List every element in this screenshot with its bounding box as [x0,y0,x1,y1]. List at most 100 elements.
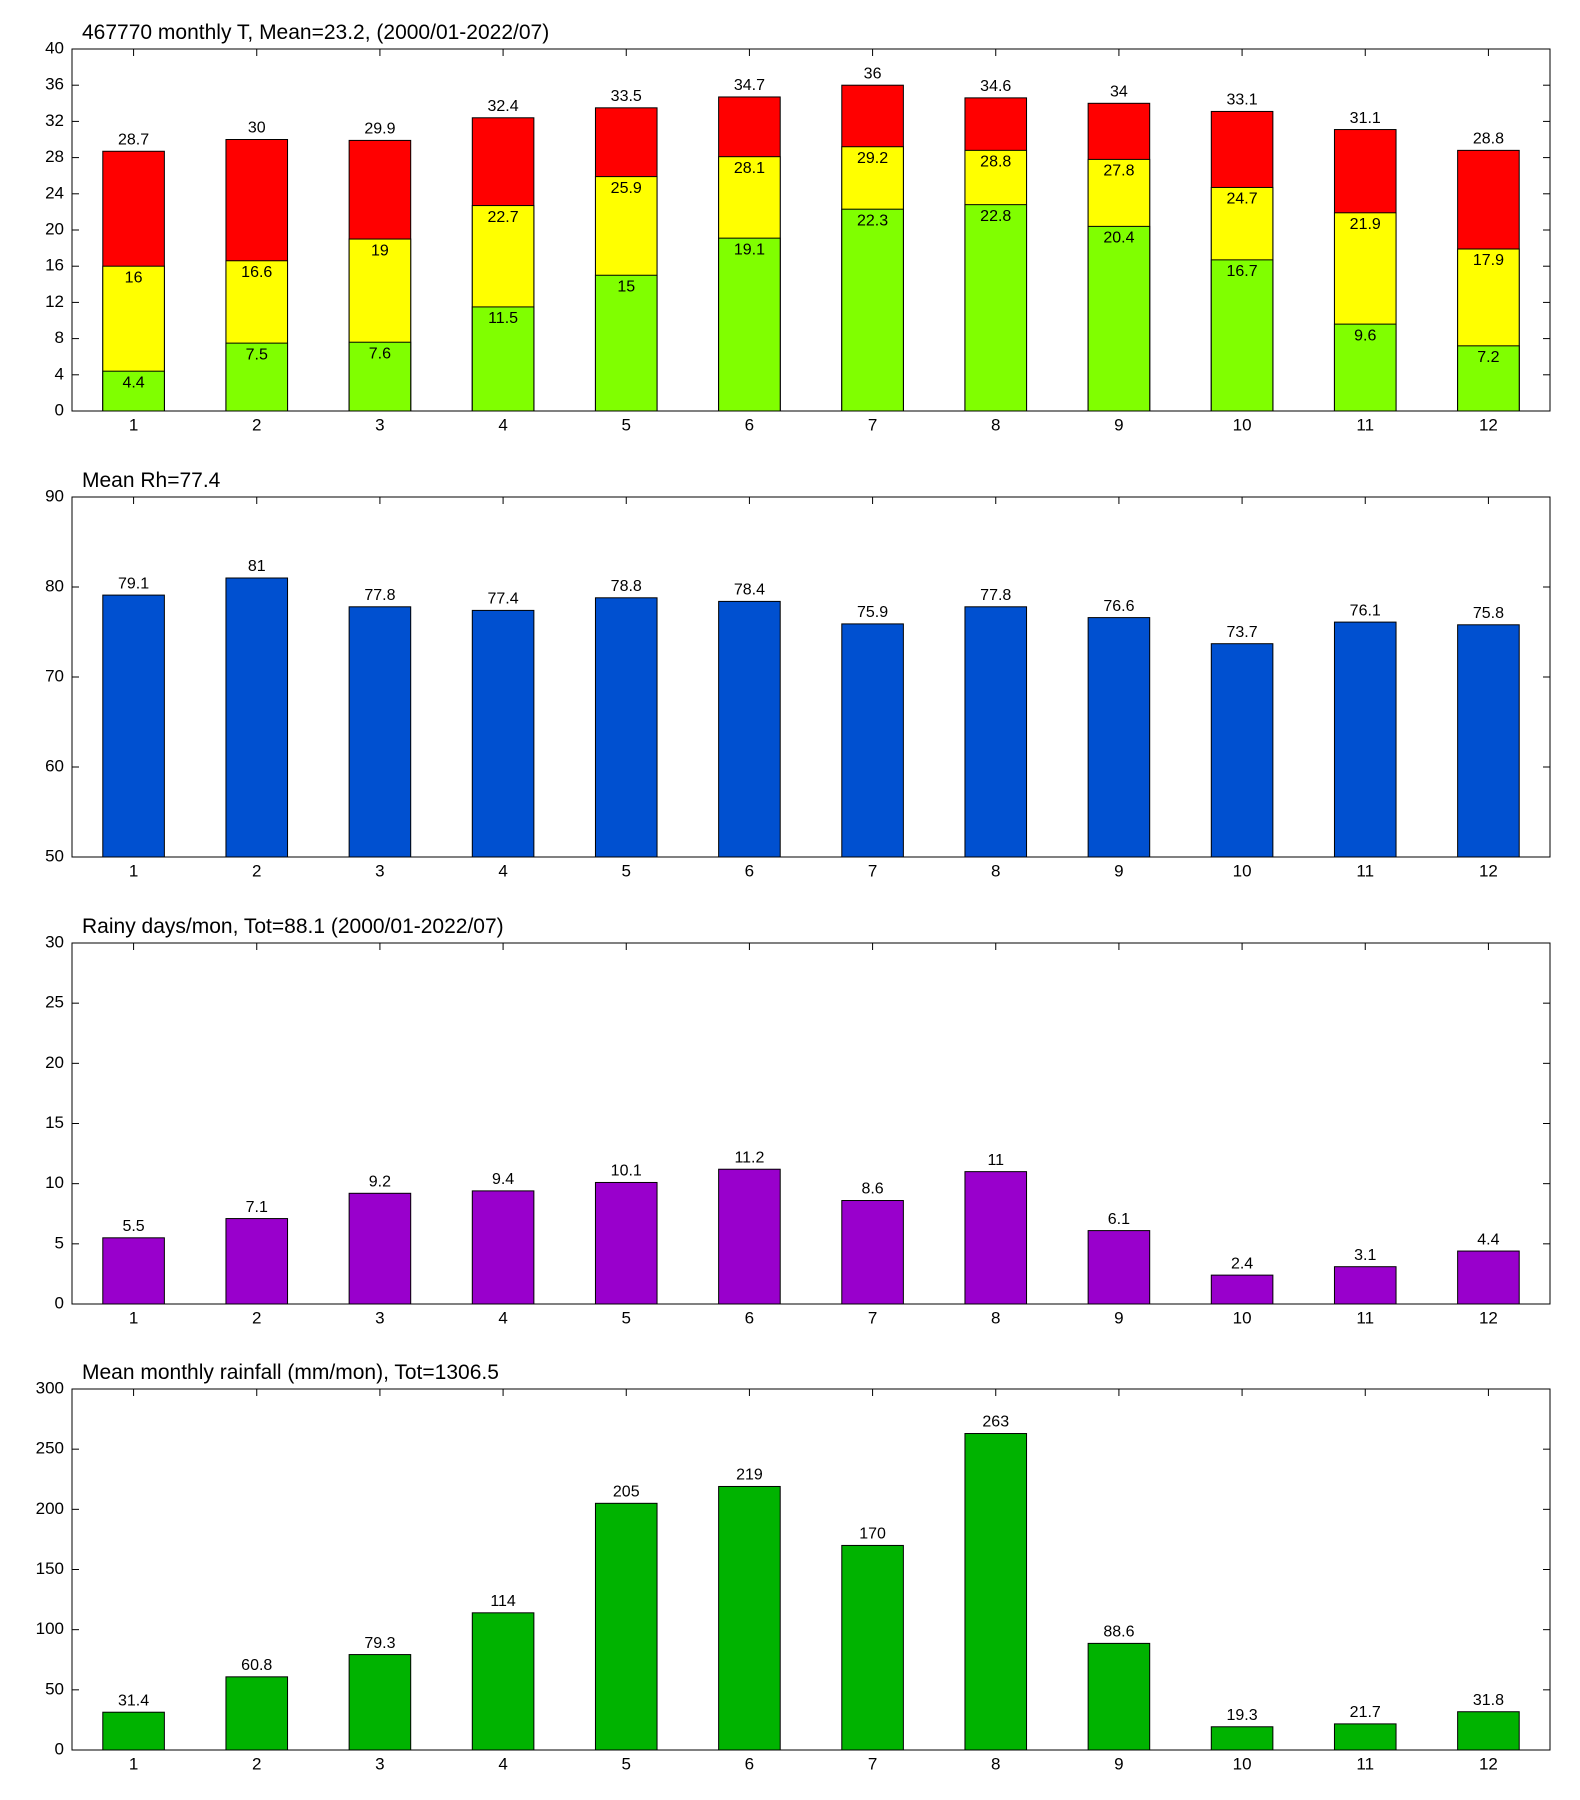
value-label: 19 [371,242,389,259]
value-label: 11 [987,1152,1004,1169]
value-label: 34.7 [734,77,765,94]
x-tick-label: 2 [252,861,261,880]
bar [964,1171,1028,1305]
bar [225,1218,289,1305]
value-label: 88.6 [1103,1624,1134,1641]
bar [471,1612,535,1751]
x-tick-label: 8 [991,1308,1000,1327]
value-label: 6.1 [1108,1211,1130,1228]
bar [102,370,165,412]
x-tick-label: 1 [129,1308,138,1327]
bar [1087,225,1151,412]
value-label: 32.4 [488,98,519,115]
x-tick-label: 4 [498,861,507,880]
y-tick-label: 24 [45,183,64,202]
value-label: 8.6 [861,1181,883,1198]
chart-title: Rainy days/mon, Tot=88.1 (2000/01-2022/0… [82,915,504,938]
bar [964,1433,1028,1751]
y-tick-label: 25 [45,993,64,1012]
value-label: 9.6 [1354,327,1376,344]
x-tick-label: 3 [375,1308,384,1327]
bar [225,577,289,858]
value-label: 78.4 [734,582,765,599]
bar [1333,1266,1397,1305]
x-tick-label: 11 [1356,1754,1374,1773]
bar [1333,621,1397,858]
value-label: 22.3 [857,212,888,229]
y-tick-label: 30 [45,932,64,951]
x-tick-label: 10 [1233,1308,1252,1327]
bar [102,1711,165,1751]
x-tick-label: 9 [1114,861,1123,880]
y-tick-label: 100 [36,1619,64,1638]
value-label: 28.1 [734,160,765,177]
value-label: 205 [613,1484,640,1501]
value-label: 219 [736,1467,763,1484]
chart-title: Mean Rh=77.4 [82,469,221,492]
value-label: 79.3 [364,1635,395,1652]
y-tick-label: 16 [45,256,64,275]
bar [964,606,1028,858]
value-label: 77.4 [488,591,519,608]
bar [1210,259,1274,412]
y-tick-label: 200 [36,1499,64,1518]
bar [348,1654,412,1751]
value-label: 11.5 [488,310,518,327]
bar [1457,345,1520,412]
y-tick-label: 20 [45,219,64,238]
y-tick-label: 28 [45,147,64,166]
value-label: 36 [864,65,882,82]
plot-frame [71,48,1551,412]
value-label: 31.1 [1350,110,1381,127]
x-tick-label: 10 [1233,861,1252,880]
bar [841,1200,904,1305]
value-label: 27.8 [1103,163,1134,180]
value-label: 7.6 [369,345,391,362]
bar [225,1676,289,1751]
value-label: 28.8 [980,154,1011,171]
value-label: 81 [248,558,266,575]
value-label: 31.8 [1473,1692,1504,1709]
bar [1333,323,1397,412]
bar [471,1190,535,1305]
bar [841,623,904,858]
bar [841,208,904,412]
value-label: 34.6 [980,78,1011,95]
y-tick-label: 15 [45,1113,64,1132]
x-tick-label: 12 [1479,1308,1498,1327]
value-label: 78.8 [611,578,642,595]
x-tick-label: 11 [1356,415,1374,434]
value-label: 3.1 [1354,1247,1376,1264]
plot-frame [71,942,1551,1305]
value-label: 4.4 [1477,1231,1499,1248]
bar [594,1181,658,1305]
x-tick-label: 7 [868,1308,877,1327]
y-tick-label: 50 [45,846,64,865]
bar [964,204,1028,412]
value-label: 9.2 [369,1174,391,1191]
y-tick-label: 36 [45,75,64,94]
value-label: 5.5 [122,1218,144,1235]
x-tick-label: 11 [1356,1308,1374,1327]
value-label: 77.8 [364,587,395,604]
x-tick-label: 8 [991,861,1000,880]
value-label: 29.9 [364,121,395,138]
bar [718,600,781,858]
y-tick-label: 40 [45,38,64,57]
value-label: 2.4 [1231,1255,1253,1272]
value-label: 24.7 [1227,191,1258,208]
bar [841,1544,904,1751]
value-label: 7.1 [246,1199,268,1216]
x-tick-label: 12 [1479,861,1498,880]
value-label: 16 [125,269,143,286]
value-label: 76.1 [1350,602,1381,619]
value-label: 75.8 [1473,605,1504,622]
value-label: 33.5 [611,88,642,105]
x-tick-label: 12 [1479,1754,1498,1773]
y-tick-label: 0 [55,400,64,419]
x-tick-label: 6 [745,861,754,880]
value-label: 19.1 [734,241,765,258]
value-label: 76.6 [1103,598,1134,615]
y-tick-label: 50 [45,1679,64,1698]
